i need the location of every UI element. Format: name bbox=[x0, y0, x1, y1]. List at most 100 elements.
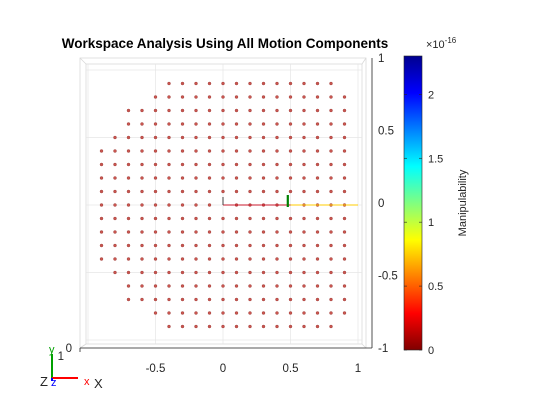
scatter-point bbox=[234, 189, 239, 194]
scatter-point bbox=[234, 324, 239, 329]
scatter-point bbox=[342, 122, 347, 126]
z-tick-label: 0 bbox=[66, 343, 72, 355]
scatter-point bbox=[194, 81, 198, 86]
y-tick-label: -1 bbox=[378, 343, 388, 355]
scatter-point bbox=[99, 189, 104, 194]
scatter-point bbox=[288, 230, 293, 234]
axes-box bbox=[79, 57, 373, 352]
x-axis-label: X bbox=[94, 376, 103, 391]
scatter-point bbox=[194, 230, 198, 234]
scatter-point bbox=[302, 311, 306, 315]
scatter-point bbox=[99, 243, 104, 248]
scatter-point bbox=[275, 189, 279, 194]
scatter-point bbox=[342, 257, 347, 261]
scatter-point bbox=[288, 257, 293, 261]
scatter-point bbox=[261, 257, 266, 261]
scatter-point bbox=[207, 311, 212, 315]
scatter-point bbox=[234, 230, 239, 234]
scatter-point bbox=[221, 176, 225, 180]
scatter-point bbox=[302, 149, 306, 153]
scatter-point bbox=[261, 149, 266, 153]
scatter-point bbox=[113, 162, 117, 167]
scatter-point bbox=[207, 81, 212, 86]
scatter-point bbox=[342, 243, 347, 248]
colorbar-tick-label: 1 bbox=[428, 217, 434, 229]
scatter-point bbox=[180, 122, 185, 126]
scatter-point bbox=[113, 149, 117, 153]
scatter-point bbox=[275, 257, 279, 261]
scatter-point bbox=[315, 297, 320, 302]
scatter-point bbox=[221, 324, 225, 329]
scatter-point bbox=[248, 284, 252, 288]
scatter-point bbox=[275, 95, 279, 99]
scatter-point bbox=[261, 122, 266, 126]
scatter-point bbox=[221, 257, 225, 261]
scatter-point bbox=[248, 243, 252, 248]
scatter-point bbox=[288, 324, 293, 329]
scatter-point bbox=[315, 270, 320, 275]
scatter-point bbox=[302, 135, 306, 140]
scatter-point bbox=[167, 243, 171, 248]
scatter-point bbox=[207, 216, 212, 221]
scatter-point bbox=[302, 108, 306, 113]
scatter-point bbox=[140, 257, 144, 261]
scatter-point bbox=[342, 216, 347, 221]
scatter-point bbox=[140, 230, 144, 234]
colorbar-gradient bbox=[403, 55, 423, 351]
scatter-point bbox=[315, 189, 320, 194]
scatter-point bbox=[234, 257, 239, 261]
scatter-point bbox=[315, 81, 320, 86]
scatter-point bbox=[275, 108, 279, 113]
x-tick-label: 0 bbox=[220, 363, 226, 375]
scatter-point bbox=[315, 135, 320, 140]
y-tick-label: 1 bbox=[378, 53, 384, 65]
scatter-point bbox=[329, 176, 333, 180]
scatter-point bbox=[315, 257, 320, 261]
scatter-point bbox=[113, 257, 117, 261]
scatter-point bbox=[194, 135, 198, 140]
scatter-point bbox=[261, 95, 266, 99]
scatter-point bbox=[180, 203, 185, 207]
scatter-point bbox=[329, 81, 333, 86]
colorbar-tick-label: 1.5 bbox=[428, 153, 443, 165]
scatter-point bbox=[153, 257, 158, 261]
scatter-point bbox=[194, 108, 198, 113]
colorbar[interactable] bbox=[403, 55, 423, 351]
scatter-point bbox=[275, 297, 279, 302]
scatter-point bbox=[248, 95, 252, 99]
scatter-point bbox=[153, 230, 158, 234]
scatter-point bbox=[153, 149, 158, 153]
scatter-point bbox=[288, 216, 293, 221]
scatter-point bbox=[275, 81, 279, 86]
scatter-point bbox=[288, 270, 293, 275]
scatter-point bbox=[126, 122, 131, 126]
triad-y-label: y bbox=[49, 344, 55, 356]
scatter-point bbox=[288, 135, 293, 140]
scatter-point bbox=[194, 297, 198, 302]
scatter-point bbox=[126, 189, 131, 194]
scatter-point bbox=[329, 216, 333, 221]
scatter-point bbox=[221, 189, 225, 194]
scatter-point bbox=[207, 203, 212, 207]
scatter-point bbox=[342, 189, 347, 194]
scatter-point bbox=[113, 176, 117, 180]
scatter-point bbox=[275, 176, 279, 180]
scatter-point bbox=[288, 243, 293, 248]
scatter-point bbox=[140, 243, 144, 248]
scatter-point bbox=[180, 162, 185, 167]
scatter-point bbox=[194, 284, 198, 288]
scatter-point bbox=[261, 135, 266, 140]
scatter-point bbox=[275, 324, 279, 329]
scatter-point bbox=[288, 176, 293, 180]
scatter-point bbox=[140, 149, 144, 153]
scatter-point bbox=[315, 95, 320, 99]
scatter-point bbox=[113, 270, 117, 275]
scatter-point bbox=[329, 230, 333, 234]
scatter-point bbox=[261, 243, 266, 248]
scatter-point bbox=[153, 203, 158, 207]
scatter-point bbox=[288, 297, 293, 302]
scatter-point bbox=[261, 297, 266, 302]
scatter-point bbox=[342, 149, 347, 153]
scatter-point bbox=[167, 270, 171, 275]
scatter-point bbox=[329, 95, 333, 99]
